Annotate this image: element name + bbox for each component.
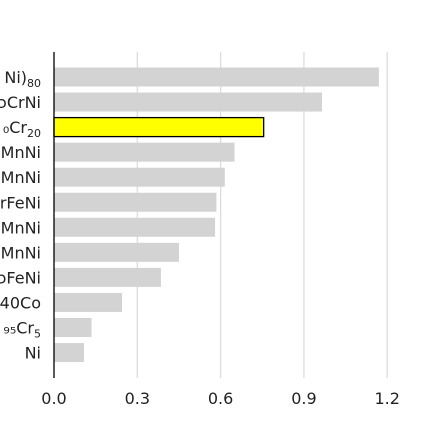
bar (54, 67, 379, 87)
bar (54, 192, 217, 212)
category-label: Ni)80 (4, 68, 41, 90)
bar (54, 318, 92, 337)
x-tick-label: 0.3 (125, 389, 150, 408)
category-label: ₀Cr20 (3, 118, 41, 140)
category-label: MnNi (1, 218, 41, 237)
x-tick-label: 0.6 (208, 389, 233, 408)
bar (54, 267, 161, 287)
category-labels: Ni)80 ɔCrNi ₀Cr20 MnNi MnNi rFeNi MnNi MnNi ɔFeN… (0, 68, 41, 363)
bar-highlighted (53, 116, 265, 138)
bar (54, 167, 225, 187)
category-label: MnNi (1, 168, 41, 187)
category-label: ɔCrNi (0, 93, 41, 112)
bar (54, 343, 84, 363)
bar (54, 217, 216, 237)
category-label: 40Co (0, 293, 41, 312)
category-label: MnNi (1, 143, 41, 162)
x-tick-label: 1.2 (375, 389, 400, 408)
category-label: rFeNi (0, 193, 41, 212)
bars (53, 67, 379, 363)
bar (54, 242, 179, 262)
category-label: ɔFeNi (0, 268, 41, 287)
x-tick-labels: 0.0 0.3 0.6 0.9 1.2 (41, 389, 400, 408)
category-label: ₉₅Cr5 (3, 319, 41, 341)
bar (54, 92, 322, 112)
x-tick-label: 0.0 (41, 389, 66, 408)
x-tick-label: 0.9 (291, 389, 316, 408)
category-label: MnNi (1, 243, 41, 262)
category-label: Ni (25, 344, 41, 363)
bar (54, 142, 235, 162)
bar (54, 292, 123, 312)
